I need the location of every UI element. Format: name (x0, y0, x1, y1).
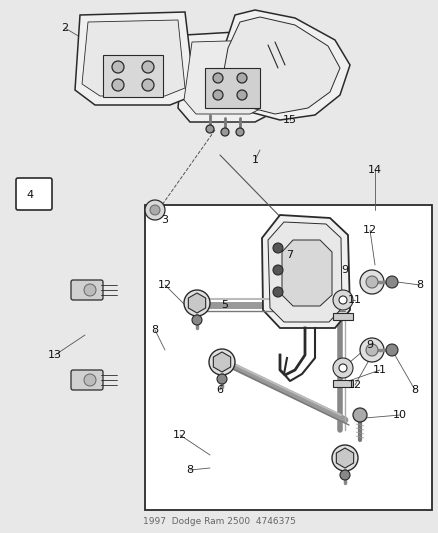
Circle shape (237, 73, 247, 83)
Bar (205, 68, 259, 108)
Circle shape (332, 358, 352, 378)
Circle shape (236, 128, 244, 136)
Text: 11: 11 (372, 365, 386, 375)
Text: 5: 5 (221, 300, 228, 310)
Text: 15: 15 (283, 115, 297, 125)
Circle shape (150, 205, 159, 215)
Text: 8: 8 (410, 385, 417, 395)
Circle shape (359, 270, 383, 294)
Circle shape (272, 243, 283, 253)
Circle shape (141, 79, 154, 91)
Circle shape (385, 344, 397, 356)
Circle shape (385, 276, 397, 288)
Bar (332, 380, 352, 387)
Text: 3: 3 (161, 215, 168, 225)
Circle shape (216, 374, 226, 384)
Circle shape (215, 355, 229, 369)
Circle shape (331, 445, 357, 471)
Polygon shape (267, 222, 341, 322)
Polygon shape (336, 448, 353, 468)
Circle shape (191, 315, 201, 325)
Text: 14: 14 (367, 165, 381, 175)
Circle shape (352, 408, 366, 422)
Circle shape (184, 290, 209, 316)
FancyBboxPatch shape (71, 280, 103, 300)
Polygon shape (184, 40, 269, 114)
Circle shape (190, 296, 204, 310)
Text: 4: 4 (26, 190, 33, 200)
Text: 10: 10 (392, 410, 406, 420)
Circle shape (208, 349, 234, 375)
FancyBboxPatch shape (71, 370, 103, 390)
Text: 8: 8 (186, 465, 193, 475)
Circle shape (145, 200, 165, 220)
Circle shape (272, 287, 283, 297)
Text: 8: 8 (416, 280, 423, 290)
Text: 7: 7 (286, 250, 293, 260)
Circle shape (339, 470, 349, 480)
Bar (103, 55, 162, 97)
Polygon shape (281, 240, 331, 306)
Text: 12: 12 (362, 225, 376, 235)
Circle shape (220, 128, 229, 136)
Polygon shape (177, 30, 277, 122)
Circle shape (332, 290, 352, 310)
Circle shape (337, 451, 351, 465)
Circle shape (272, 265, 283, 275)
Circle shape (84, 374, 96, 386)
Bar (145, 205, 431, 510)
Circle shape (212, 73, 223, 83)
Circle shape (112, 79, 124, 91)
Text: 11: 11 (347, 295, 361, 305)
Polygon shape (188, 293, 205, 313)
Text: 12: 12 (347, 380, 361, 390)
Text: 9: 9 (366, 340, 373, 350)
Circle shape (359, 338, 383, 362)
Circle shape (212, 90, 223, 100)
Circle shape (365, 276, 377, 288)
Polygon shape (75, 12, 194, 105)
Polygon shape (82, 20, 184, 96)
Polygon shape (223, 17, 339, 114)
Circle shape (338, 364, 346, 372)
Polygon shape (213, 352, 230, 372)
Circle shape (84, 284, 96, 296)
Text: 6: 6 (216, 385, 223, 395)
Circle shape (365, 344, 377, 356)
Text: 13: 13 (48, 350, 62, 360)
Text: 9: 9 (341, 265, 348, 275)
Polygon shape (261, 215, 349, 328)
Text: 8: 8 (151, 325, 158, 335)
FancyBboxPatch shape (16, 178, 52, 210)
Polygon shape (219, 10, 349, 120)
Text: 2: 2 (61, 23, 68, 33)
Circle shape (237, 90, 247, 100)
Circle shape (205, 125, 213, 133)
Circle shape (112, 61, 124, 73)
Text: 1997  Dodge Ram 2500  4746375: 1997 Dodge Ram 2500 4746375 (143, 518, 295, 527)
Text: 12: 12 (173, 430, 187, 440)
Text: 1: 1 (251, 155, 258, 165)
Bar (332, 313, 352, 320)
Text: 12: 12 (158, 280, 172, 290)
Circle shape (338, 296, 346, 304)
Circle shape (141, 61, 154, 73)
